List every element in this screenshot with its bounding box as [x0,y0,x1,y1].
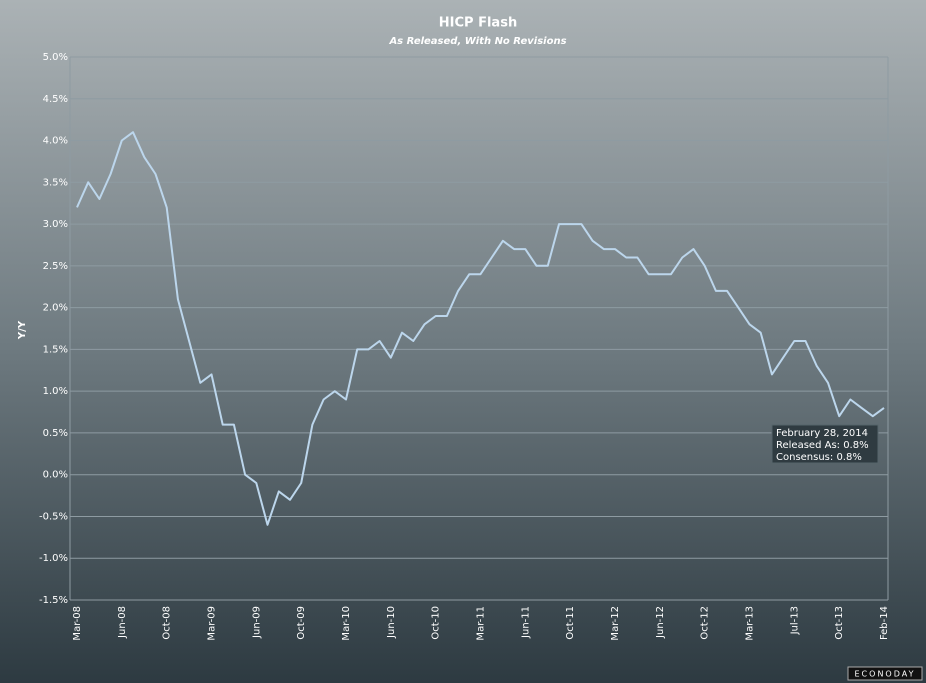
y-tick-label: 1.5% [43,344,68,355]
y-tick-label: 0.5% [43,428,68,439]
x-tick-label: Feb-14 [879,606,890,640]
x-tick-label: Mar-09 [207,606,218,641]
y-tick-label: -1.5% [39,595,68,606]
y-tick-label: 4.5% [43,94,68,105]
x-tick-label: Oct-13 [834,606,845,640]
x-tick-label: Oct-09 [296,606,307,640]
x-tick-label: Mar-12 [610,606,621,641]
tooltip-line: Consensus: 0.8% [776,452,862,463]
tooltip: February 28, 2014 Released As: 0.8% Cons… [771,424,879,464]
x-tick-label: Mar-13 [745,606,756,641]
y-tick-label: 0.0% [43,470,68,481]
x-tick-label: Oct-08 [162,606,173,640]
logo: ECONODAY [855,670,916,679]
x-tick-label: Jul-13 [789,606,800,635]
tooltip-line: February 28, 2014 [776,428,868,439]
y-tick-label: 5.0% [43,52,68,63]
x-tick-label: Mar-08 [72,606,83,641]
y-tick-label: -0.5% [39,511,68,522]
y-tick-label: -1.0% [39,553,68,564]
chart-subtitle: As Released, With No Revisions [388,36,566,47]
x-tick-label: Jun-11 [520,606,531,639]
y-tick-label: 3.0% [43,219,68,230]
x-tick-label: Jun-10 [386,606,397,639]
x-tick-label: Jun-08 [117,606,128,639]
x-tick-label: Jun-09 [251,606,262,639]
chart-title: HICP Flash [439,16,517,31]
data-line [76,131,885,526]
x-tick-label: Oct-11 [565,606,576,640]
y-axis-label: Y/Y [17,320,28,340]
y-tick-label: 1.0% [43,386,68,397]
y-tick-label: 3.5% [43,177,68,188]
logo-box [847,666,923,681]
tooltip-box [771,424,879,464]
y-tick-label: 2.0% [43,303,68,314]
x-tick-label: Mar-10 [341,606,352,641]
y-tick-label: 4.0% [43,136,68,147]
tooltip-line: Released As: 0.8% [776,440,869,451]
x-tick-label: Mar-11 [476,606,487,641]
x-tick-label: Oct-12 [700,606,711,640]
x-tick-label: Jun-12 [655,606,666,639]
y-tick-label: 2.5% [43,261,68,272]
x-tick-label: Oct-10 [431,606,442,640]
